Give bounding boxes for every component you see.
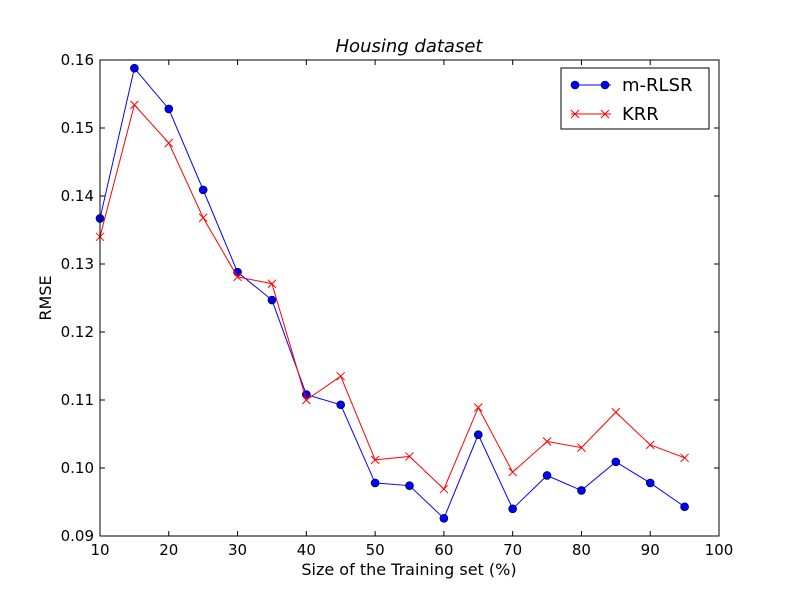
legend-marker-m-rlsr <box>600 80 610 90</box>
legend-label-krr: KRR <box>622 104 659 125</box>
y-axis-label: RMSE <box>36 275 55 320</box>
series-line-krr <box>99 103 685 490</box>
x-tick-label: 20 <box>159 541 178 559</box>
data-point-krr <box>542 437 552 446</box>
data-point-krr <box>301 395 311 405</box>
data-point-m-rlsr <box>508 504 517 514</box>
data-point-krr <box>405 452 414 461</box>
x-axis-label: Size of the Training set (%) <box>301 560 516 579</box>
y-tick-label: 0.13 <box>61 255 94 273</box>
legend-marker-m-rlsr <box>570 80 580 90</box>
data-point-m-rlsr <box>577 486 586 495</box>
legend-label-m-rlsr: m-RLSR <box>622 75 693 96</box>
data-point-m-rlsr <box>267 295 277 305</box>
data-point-m-rlsr <box>645 478 655 488</box>
data-point-m-rlsr <box>439 514 449 523</box>
legend: m-RLSR KRR <box>560 67 710 130</box>
x-tick-label: 40 <box>297 541 316 559</box>
data-point-krr <box>439 484 449 494</box>
x-tick-label: 60 <box>434 541 453 559</box>
ticks-layer: 10 20 30 40 50 60 70 80 90 100 0.09 0.10 0.11 0.12 0.1… <box>61 51 734 559</box>
series-line-m-rlsr <box>99 67 685 520</box>
x-tick-label: 10 <box>90 541 109 559</box>
data-point-krr <box>645 440 655 450</box>
x-tick-label: 70 <box>503 541 522 559</box>
data-point-m-rlsr <box>680 502 689 512</box>
data-point-m-rlsr <box>130 63 139 73</box>
data-point-krr <box>508 467 518 477</box>
data-point-krr <box>577 443 586 452</box>
data-point-krr <box>233 272 242 282</box>
legend-box <box>560 67 710 130</box>
data-point-m-rlsr <box>611 457 621 467</box>
data-point-krr <box>130 100 139 110</box>
data-point-m-rlsr <box>198 185 208 195</box>
y-tick-label: 0.09 <box>61 527 94 545</box>
y-tick-label: 0.11 <box>61 391 94 409</box>
data-point-krr <box>611 407 621 417</box>
x-tick-label: 90 <box>641 541 660 559</box>
y-tick-label: 0.16 <box>61 51 94 69</box>
data-point-krr <box>680 453 689 463</box>
plot-area-frame <box>99 59 720 537</box>
y-tick-label: 0.10 <box>61 459 94 477</box>
data-point-krr <box>370 455 380 465</box>
y-tick-label: 0.12 <box>61 323 94 341</box>
data-point-m-rlsr <box>405 481 414 490</box>
series-layer <box>95 63 689 523</box>
data-point-krr <box>198 213 208 223</box>
data-point-krr <box>164 138 174 148</box>
x-tick-label: 30 <box>228 541 247 559</box>
y-tick-label: 0.15 <box>61 119 94 137</box>
data-point-m-rlsr <box>473 430 483 439</box>
data-point-krr <box>473 403 483 412</box>
data-point-m-rlsr <box>542 471 552 480</box>
x-tick-label: 100 <box>705 541 734 559</box>
data-point-m-rlsr <box>370 478 380 488</box>
y-tick-label: 0.14 <box>61 187 94 205</box>
legend-marker-krr <box>570 109 610 119</box>
chart-title: Housing dataset <box>336 36 484 57</box>
data-point-m-rlsr <box>164 104 174 114</box>
data-point-krr <box>267 279 277 289</box>
data-point-krr <box>336 371 346 381</box>
x-tick-label: 80 <box>572 541 591 559</box>
data-point-m-rlsr <box>336 400 346 410</box>
x-tick-label: 50 <box>366 541 385 559</box>
